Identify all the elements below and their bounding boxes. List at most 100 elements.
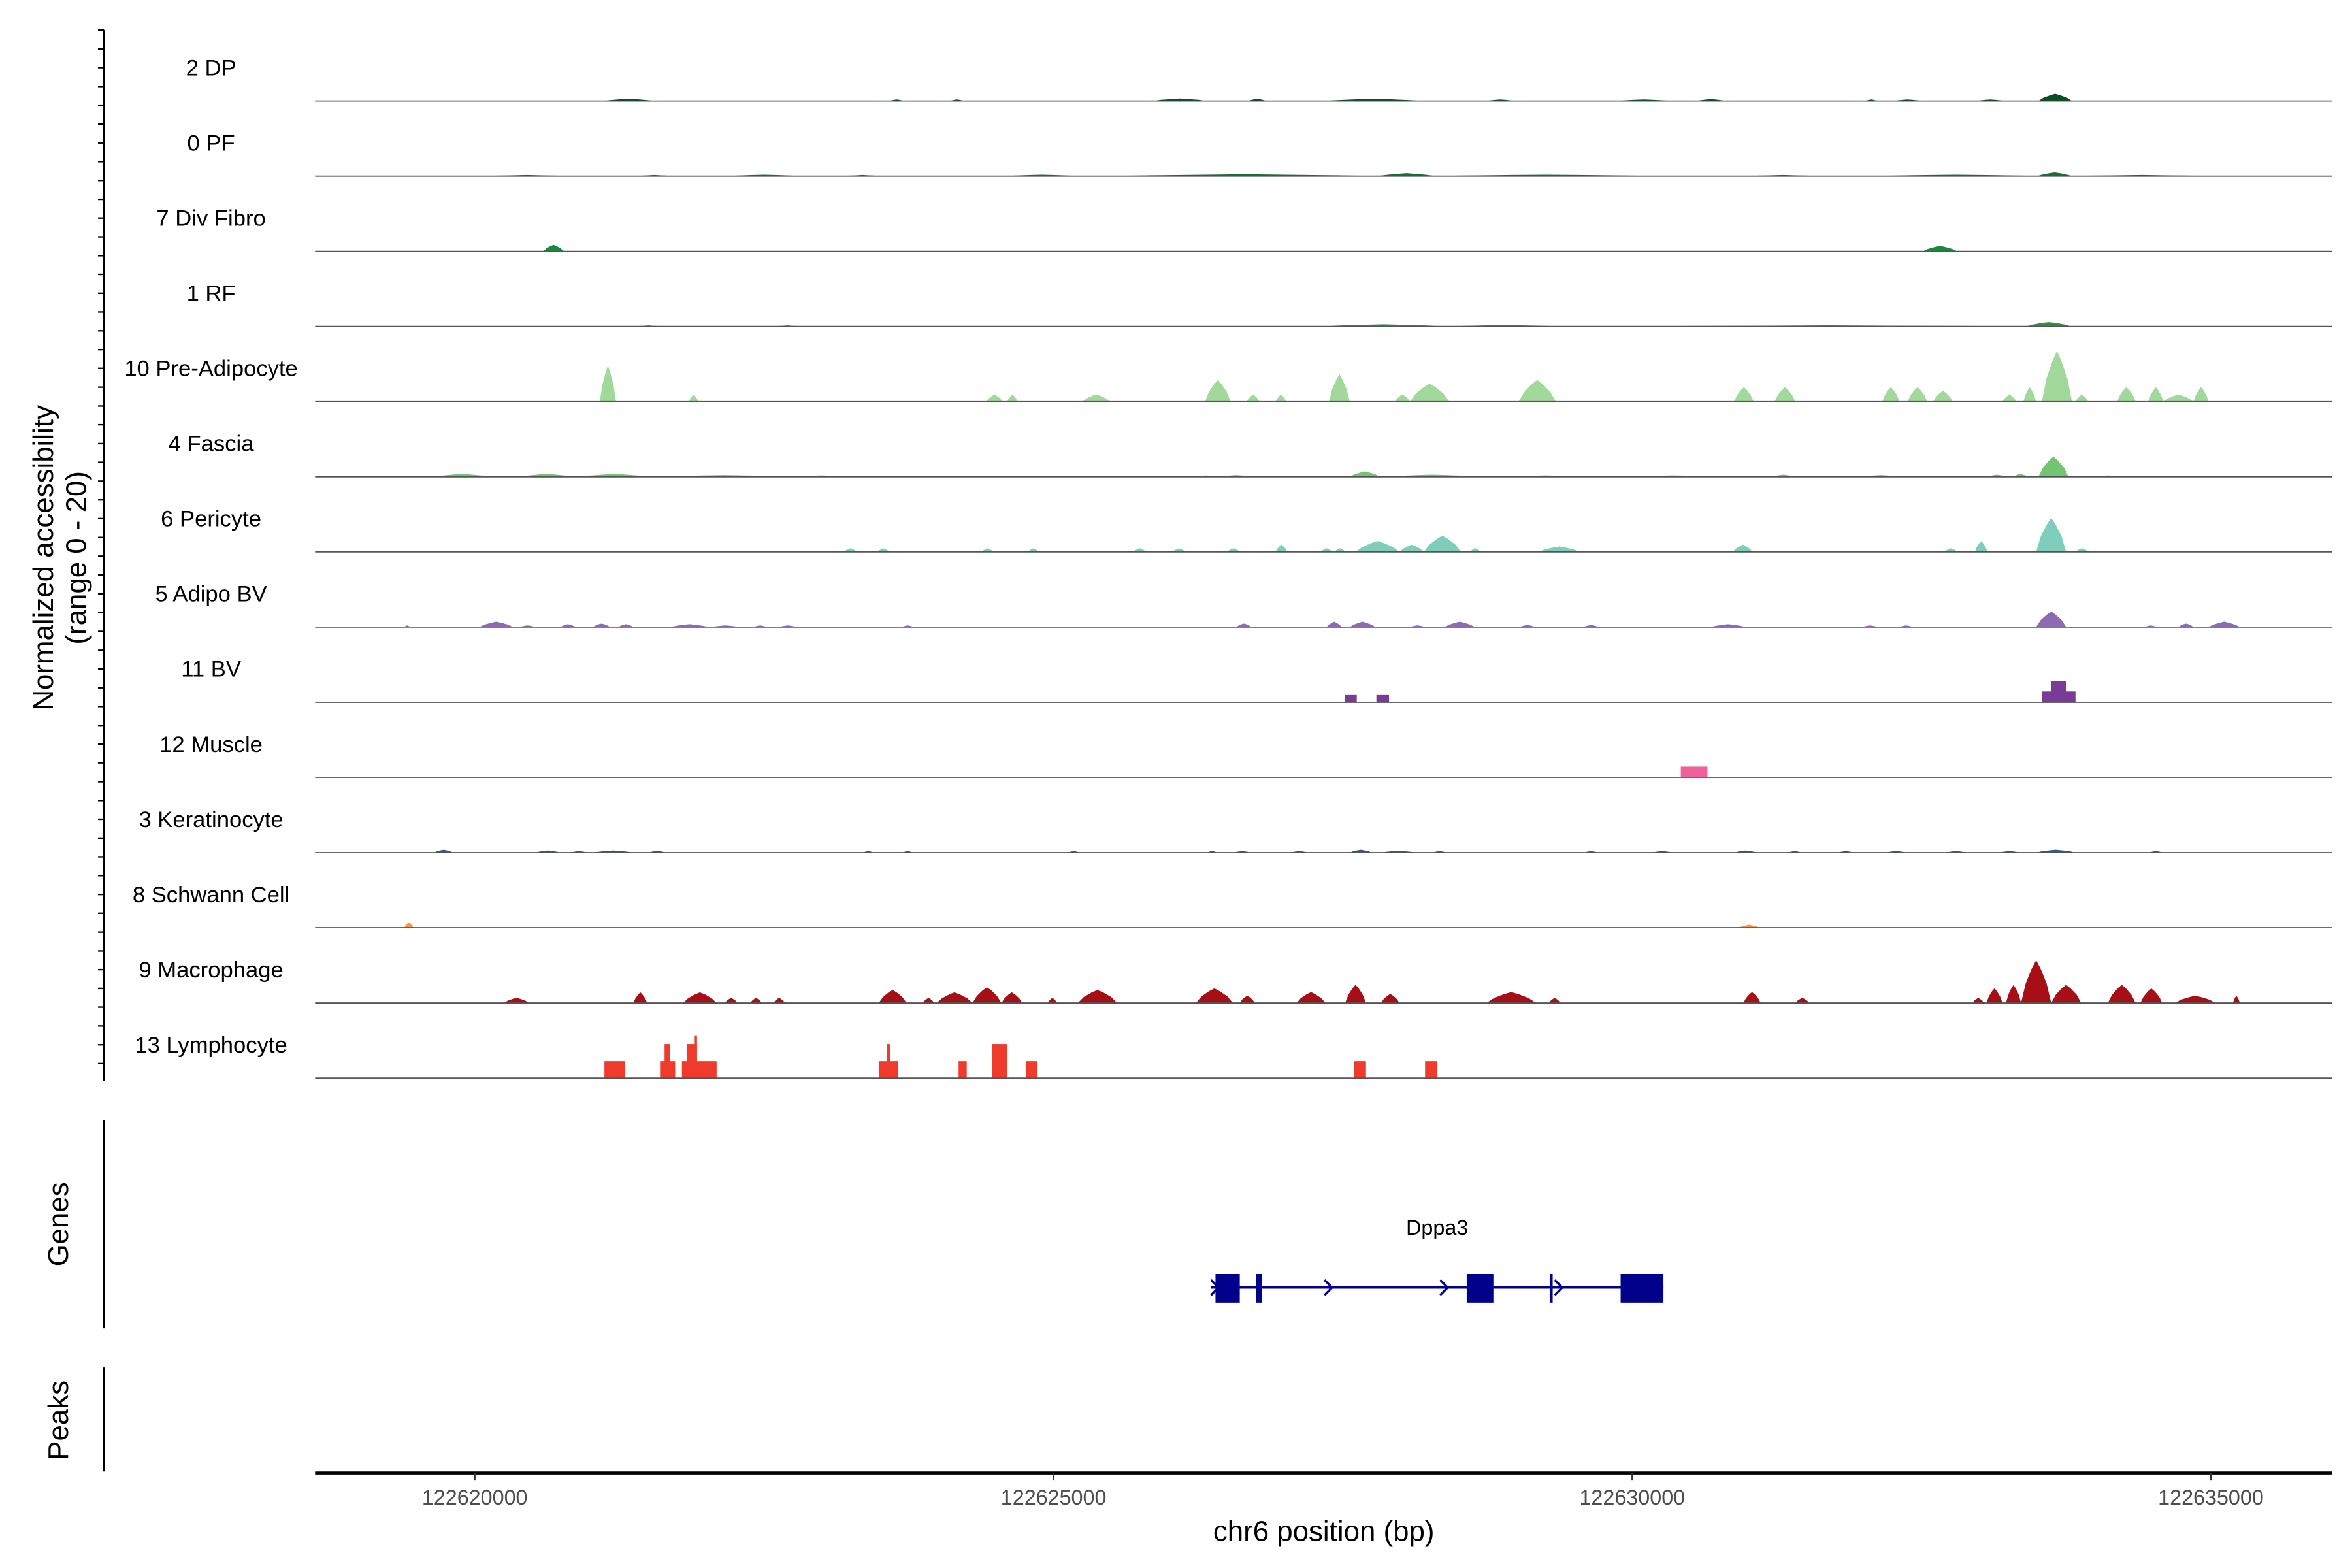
coverage-peak [1933, 391, 1953, 402]
coverage-peak [1795, 998, 1810, 1004]
coverage-peak [1445, 621, 1475, 627]
coverage-peak [1345, 985, 1366, 1004]
track-1-rf: 1 RF [187, 282, 2332, 327]
coverage-peak [689, 394, 698, 402]
coverage-peak [2036, 612, 2066, 627]
coverage-peak [1743, 992, 1761, 1004]
coverage-peak [560, 624, 576, 627]
coverage-peak [1350, 849, 1372, 853]
coverage-block [664, 1044, 670, 1079]
coverage-peak [1972, 998, 1984, 1004]
coverage-peak [1326, 621, 1342, 627]
track-0-pf: 0 PF [188, 131, 2332, 177]
track-label: 0 PF [188, 131, 235, 155]
track-label: 12 Muscle [159, 732, 263, 757]
coverage-peak [2178, 623, 2194, 627]
coverage-peak [543, 244, 564, 252]
coverage-peak [1152, 98, 1207, 101]
coverage-peak [504, 998, 529, 1004]
coverage-peak [618, 624, 634, 627]
track-11-bv: 11 BV [181, 657, 2332, 703]
coverage-peak [2075, 394, 2089, 402]
coverage-peak [1774, 387, 1795, 402]
track-10-pre-adipocyte: 10 Pre-Adipocyte [124, 351, 2332, 402]
coverage-peak [1335, 548, 1345, 552]
coverage-peak [2013, 474, 2029, 477]
coverage-peak [1196, 988, 1233, 1004]
track-label: 6 Pericyte [161, 507, 261, 532]
coverage-peak [1028, 548, 1039, 552]
strand-arrow-icon [1439, 1279, 1450, 1296]
coverage-peak [1380, 994, 1400, 1004]
coverage-peak [972, 987, 1002, 1004]
gene-exon [1466, 1274, 1494, 1303]
coverage-block [887, 1044, 890, 1079]
coverage-block [686, 1044, 697, 1079]
coverage-peak [600, 365, 616, 402]
coverage-block [958, 1061, 967, 1079]
coverage-peak [1424, 535, 1462, 552]
coverage-peak [1377, 173, 1436, 176]
coverage-peak [1133, 548, 1147, 552]
coverage-peak [2002, 394, 2017, 402]
coverage-peak [2140, 988, 2163, 1004]
coverage-peak [434, 474, 490, 477]
coverage-peak [519, 474, 574, 477]
coverage-peak [2036, 517, 2066, 552]
coverage-peak [2193, 387, 2209, 402]
genes-panel-label: Genes [42, 1182, 74, 1266]
gene-exon [1620, 1274, 1664, 1303]
coverage-peak [1239, 996, 1255, 1004]
coverage-block [992, 1044, 1007, 1079]
coverage-peak [1329, 374, 1350, 402]
track-label: 3 Keratinocyte [139, 808, 283, 832]
coverage-peak [580, 474, 649, 477]
coverage-peak [923, 998, 935, 1004]
x-tick-label: 122635000 [2158, 1486, 2264, 1509]
coverage-peak [1296, 992, 1326, 1004]
coverage-block [1680, 766, 1708, 778]
coverage-peak [593, 623, 610, 627]
coverage-peak [2117, 387, 2136, 402]
track-13-lymphocyte: 13 Lymphocyte [135, 1033, 2332, 1079]
coverage-peak [2175, 996, 2216, 1004]
strand-arrow-icon [1210, 1279, 1220, 1296]
coverage-peak [1882, 387, 1900, 402]
track-7-div-fibro: 7 Div Fibro [156, 206, 2332, 252]
coverage-peak [1247, 394, 1260, 402]
track-5-adipo-bv: 5 Adipo BV [155, 582, 2332, 628]
coverage-peak [725, 998, 738, 1004]
coverage-peak [479, 621, 514, 627]
coverage-peak [2108, 985, 2136, 1004]
track-label: 8 Schwann Cell [133, 883, 289, 907]
strand-arrow-icon [1554, 1279, 1564, 1296]
coverage-peak [1227, 548, 1240, 552]
y-axis [98, 29, 105, 1081]
coverage-peak [1077, 990, 1117, 1004]
track-label: 11 BV [181, 657, 241, 682]
track-2-dp: 2 DP [186, 56, 2332, 102]
coverage-peak [878, 990, 907, 1004]
coverage-block [604, 1061, 625, 1079]
coverage-peak [1275, 394, 1286, 402]
coverage-peak [877, 548, 890, 552]
track-3-keratinocyte: 3 Keratinocyte [139, 808, 2332, 853]
coverage-peak [1399, 544, 1424, 552]
track-label: 2 DP [186, 56, 237, 80]
x-tick-label: 122630000 [1579, 1486, 1685, 1509]
strand-arrow-icon [1324, 1279, 1334, 1296]
gene-annotations: Dppa3 [1210, 1216, 1664, 1303]
coverage-peak [1236, 623, 1252, 627]
gene-name-label: Dppa3 [1406, 1216, 1468, 1239]
gene-exon [1215, 1274, 1240, 1303]
coverage-peak [1320, 548, 1333, 552]
coverage-peak [1395, 394, 1411, 402]
coverage-peak [670, 624, 709, 627]
coverage-peak [1082, 394, 1111, 402]
coverage-block [1425, 1061, 1437, 1079]
coverage-peak [404, 922, 414, 928]
coverage-block [1354, 1061, 1366, 1079]
gene-dppa3: Dppa3 [1210, 1216, 1664, 1303]
coverage-peak [2025, 322, 2072, 327]
